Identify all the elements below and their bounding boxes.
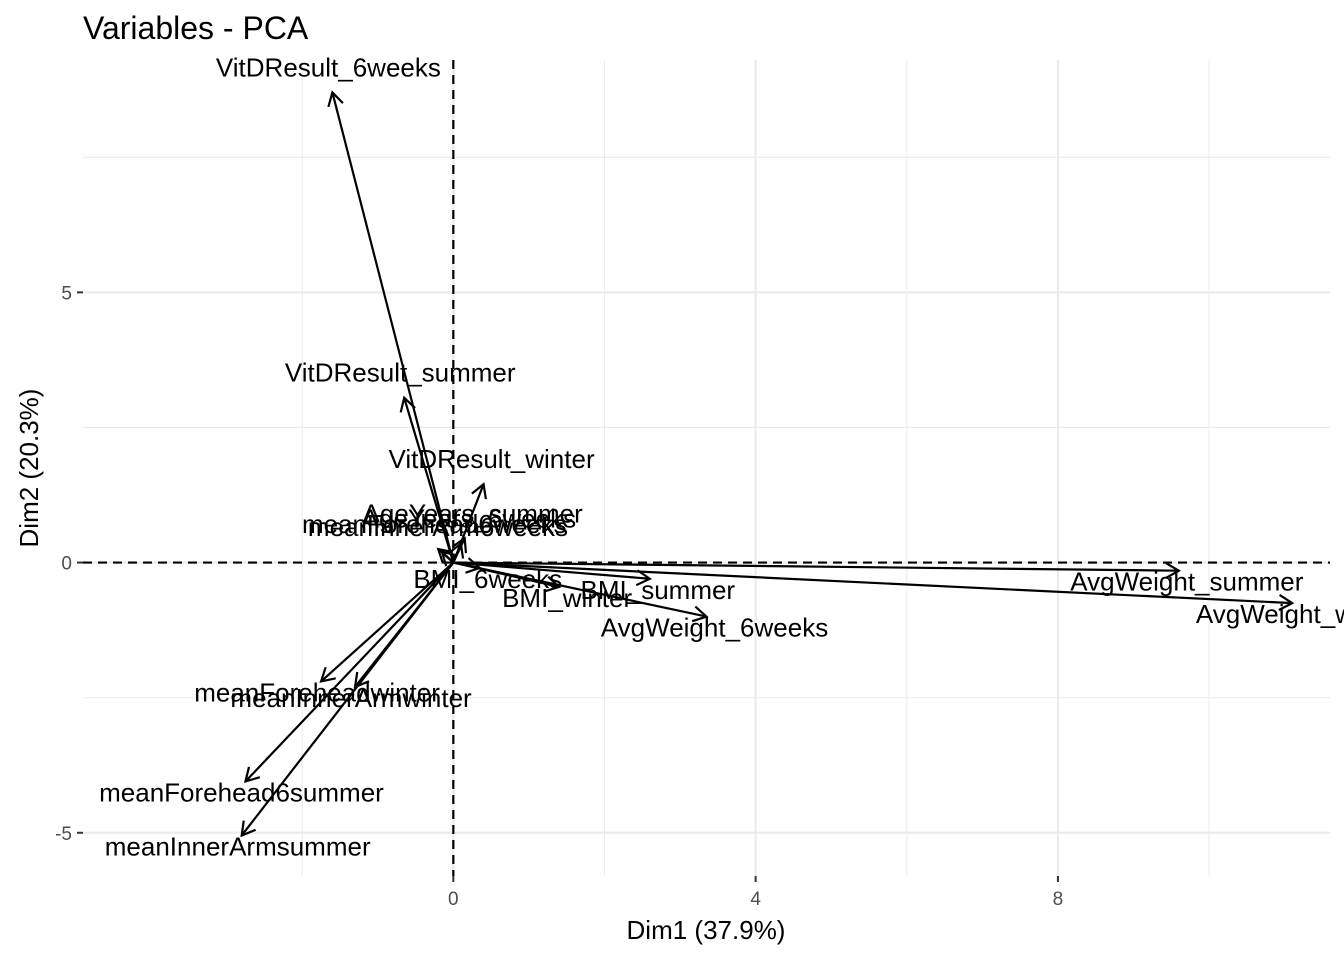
variable-label: BMI_6weeks (413, 564, 562, 594)
variable-arrow (240, 561, 455, 838)
variable-label: meanForeheadwinter (194, 677, 440, 707)
y-tick-label: 5 (61, 283, 72, 304)
variable-label: AgeYears_6weeks (362, 504, 576, 534)
variable-arrow (453, 561, 653, 587)
x-tick-label: 0 (448, 889, 459, 910)
variable-label: BMI_winter (502, 583, 632, 613)
variable-arrows (240, 90, 1295, 838)
variable-labels: VitDResult_6weeks VitDResult_summer VitDRe… (99, 52, 1344, 861)
y-tick-label: -5 (55, 824, 72, 845)
variable-label: meanForehead6summer (99, 777, 384, 807)
variable-arrow (319, 561, 455, 683)
variable-label: meanInnerArmsummer (105, 831, 371, 861)
variable-arrow (399, 395, 455, 563)
variable-label: meanInnerArm6weeks (308, 512, 568, 542)
variable-arrow (243, 561, 455, 784)
axis-ticks: 0 4 8 -5 0 5 (55, 283, 1063, 910)
variable-label: AvgWeight_6weeks (601, 613, 828, 643)
variable-arrow (440, 550, 457, 567)
x-axis-title: Dim1 (37.9%) (627, 915, 786, 945)
y-tick-label: 0 (61, 554, 72, 575)
variable-label: meanForehead6weeks (302, 509, 567, 539)
x-tick-label: 8 (1053, 889, 1064, 910)
variable-label: meanInnerArmwinter (230, 683, 472, 713)
grid (83, 60, 1330, 876)
variable-label: VitDResult_winter (388, 444, 595, 474)
variable-label: VitDResult_summer (285, 358, 516, 388)
x-tick-label: 4 (750, 889, 761, 910)
variable-label: BMI_summer (581, 575, 736, 605)
chart-title: Variables - PCA (83, 10, 309, 46)
variable-arrow (448, 541, 465, 563)
variable-arrow (453, 561, 1295, 611)
variable-label: AvgWeight_winter (1196, 599, 1344, 629)
variable-arrow (453, 561, 709, 623)
variable-label: AgeYears_summer (363, 498, 583, 528)
variable-arrow (453, 561, 1182, 579)
variable-label: VitDResult_6weeks (216, 52, 441, 82)
zero-reference-lines (83, 60, 1330, 876)
variable-label: AvgWeight_summer (1070, 567, 1303, 597)
y-axis-title: Dim2 (20.3%) (14, 389, 44, 548)
variable-arrow (327, 90, 455, 563)
